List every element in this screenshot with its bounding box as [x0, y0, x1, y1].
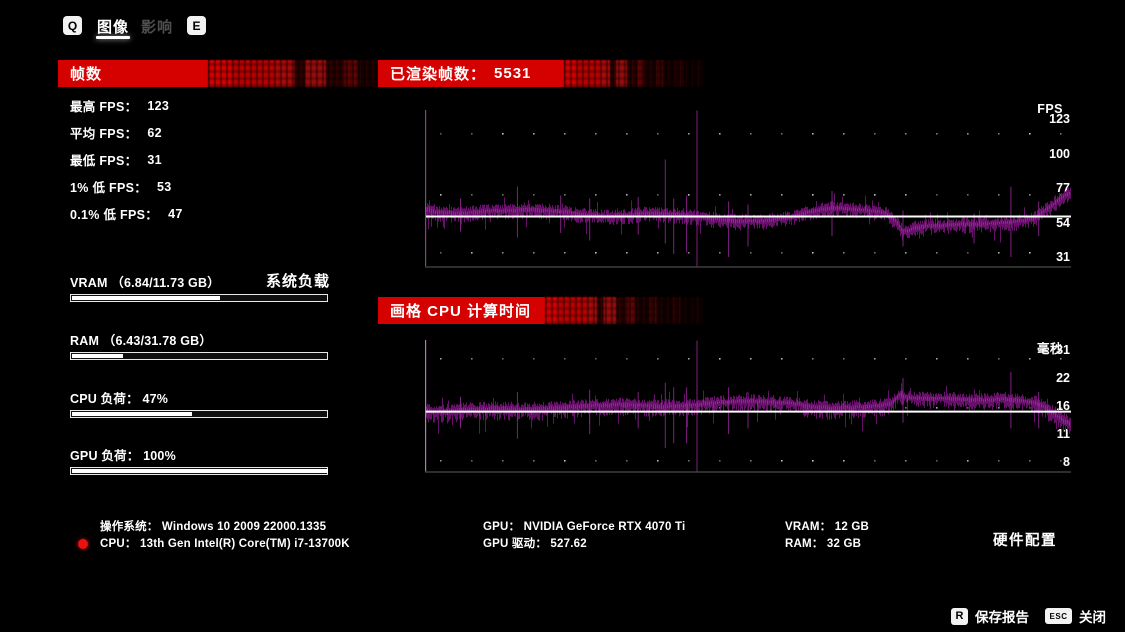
ram-meter-label: RAM （6.43/31.78 GB） [70, 334, 213, 348]
stat-01pct-low-fps: 0.1% 低 FPS： 47 [70, 206, 183, 223]
rendered-frames-value: 5531 [494, 65, 532, 82]
stat-1pct-low-fps: 1% 低 FPS： 53 [70, 179, 172, 196]
gpu-driver-line: GPU 驱动： 527.62 [483, 538, 587, 550]
cpu-load-fill [72, 412, 193, 416]
save-report-label: 保存报告 [975, 610, 1029, 625]
hardware-config-heading: 硬件配置 [993, 533, 1057, 549]
frames-panel-title: 帧数 [70, 66, 103, 83]
gpu-info-column: GPU： NVIDIA GeForce RTX 4070 Ti GPU 驱动： … [483, 519, 685, 553]
cpu-load-bar [70, 410, 328, 418]
key-hint-esc: ESC [1045, 608, 1072, 624]
rendered-frames-banner: 已渲染帧数： 5531 [378, 60, 564, 87]
cpu-load-label: CPU 负荷： 47% [70, 392, 169, 406]
y-tick-label: 31 [1056, 343, 1070, 357]
vram-meter-label: VRAM （6.84/11.73 GB） [70, 276, 220, 290]
os-cpu-info: 操作系统： Windows 10 2009 22000.1335 CPU： 13… [100, 519, 350, 553]
active-tab-underline [96, 36, 130, 39]
y-tick-label: 54 [1056, 215, 1070, 230]
y-tick-label: 11 [1056, 427, 1070, 441]
cpu-info-line: CPU： 13th Gen Intel(R) Core(TM) i7-13700… [100, 538, 350, 550]
gpu-load-label: GPU 负荷： 100% [70, 449, 176, 463]
frame-time-chart-plot [425, 340, 1071, 473]
fps-chart-plot [425, 110, 1071, 268]
ram-meter-fill [72, 354, 124, 358]
fps-stats-list: 最高 FPS： 123 平均 FPS： 62 最低 FPS： 31 1% 低 FPS：… [70, 92, 183, 227]
y-tick-label: 8 [1063, 455, 1070, 469]
tab-graphics[interactable]: 图像 [97, 19, 130, 36]
y-tick-label: 31 [1056, 250, 1070, 264]
os-info-line: 操作系统： Windows 10 2009 22000.1335 [100, 521, 327, 533]
stat-max-fps: 最高 FPS： 123 [70, 98, 170, 115]
frame-time-label: 画格 CPU 计算时间 [390, 303, 532, 320]
frame-time-chart-unit-label: 毫秒 [1036, 342, 1063, 356]
hotkey-bar: R 保存报告 ESC 关闭 [951, 606, 1106, 626]
vram-meter-fill [72, 296, 221, 300]
y-tick-label: 100 [1049, 146, 1070, 161]
status-dot [78, 539, 88, 549]
key-hint-q: Q [63, 16, 82, 35]
frame-time-chart: 31 22 16 11 8 毫秒 [383, 340, 1071, 476]
gpu-info-line: GPU： NVIDIA GeForce RTX 4070 Ti [483, 521, 686, 533]
y-tick-label: 22 [1056, 371, 1070, 385]
key-hint-e: E [187, 16, 206, 35]
vram-meter-bar [70, 294, 328, 302]
memory-info-column: VRAM： 12 GB RAM： 32 GB [785, 519, 869, 553]
tab-effects[interactable]: 影响 [141, 19, 174, 36]
ram-meter-bar [70, 352, 328, 360]
frames-panel-title-banner: 帧数 [58, 60, 208, 87]
y-tick-label: 16 [1056, 399, 1070, 413]
y-tick-label: 123 [1049, 112, 1070, 126]
fps-chart-unit-label: FPS [1037, 102, 1063, 116]
close-label: 关闭 [1079, 610, 1106, 625]
save-report-button[interactable]: R 保存报告 [951, 606, 1029, 626]
system-load-heading: 系统负载 [265, 273, 330, 290]
ram-info-line: RAM： 32 GB [785, 538, 862, 550]
stat-avg-fps: 平均 FPS： 62 [70, 125, 162, 142]
frame-time-banner: 画格 CPU 计算时间 [378, 297, 545, 324]
key-hint-r: R [951, 607, 968, 625]
close-button[interactable]: ESC 关闭 [1045, 606, 1106, 626]
gpu-load-fill [72, 469, 328, 473]
gpu-load-bar [70, 467, 328, 475]
banner-glitch-decoration [545, 297, 703, 324]
stat-min-fps: 最低 FPS： 31 [70, 152, 162, 169]
vram-info-line: VRAM： 12 GB [785, 521, 870, 533]
banner-glitch-decoration [564, 60, 704, 87]
fps-chart: 123 100 77 54 31 FPS [383, 102, 1071, 268]
rendered-frames-label: 已渲染帧数： [390, 66, 487, 83]
